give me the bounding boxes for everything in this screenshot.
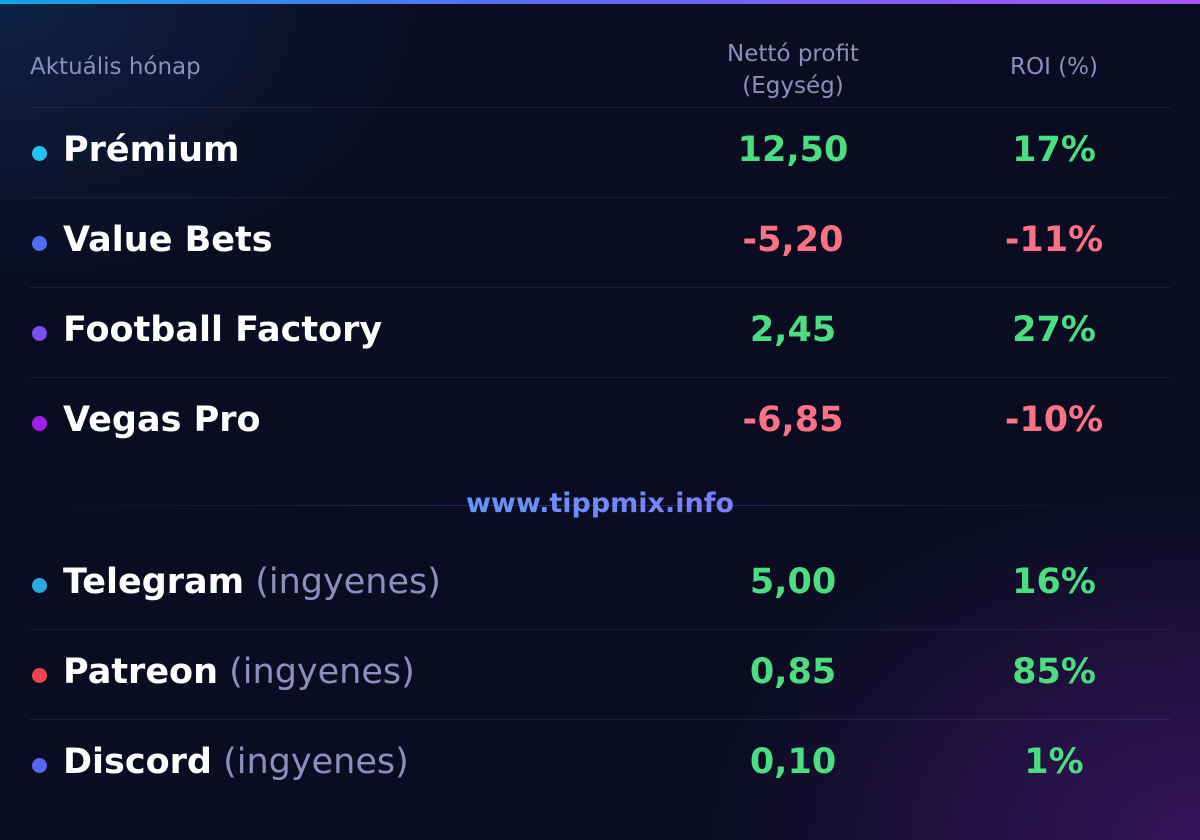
name-note: (ingyenes) — [212, 742, 409, 782]
profit-value: 2,45 — [749, 310, 837, 350]
profit-value: 5,00 — [749, 562, 837, 602]
roi-value: 17% — [1012, 130, 1096, 170]
name-text: Vegas Pro — [63, 400, 261, 440]
header-label: ROI (%) — [1010, 54, 1098, 80]
row-name: Vegas Pro — [63, 400, 261, 440]
roi-value: 16% — [1012, 562, 1096, 602]
top-bar — [0, 0, 1200, 4]
name-text: Football Factory — [63, 310, 383, 350]
name-text: Prémium — [63, 130, 240, 170]
watermark-line — [40, 505, 1160, 506]
roi-value: 27% — [1012, 310, 1096, 350]
name-text: Value Bets — [63, 220, 273, 260]
roi-value: 1% — [1024, 742, 1084, 782]
divider — [30, 197, 1170, 198]
roi-value: -11% — [1004, 220, 1104, 260]
row-name: Discord (ingyenes) — [63, 742, 409, 782]
profit-value: 0,85 — [749, 652, 837, 692]
status-dot — [32, 146, 47, 161]
profit-value: -6,85 — [742, 400, 844, 440]
status-dot — [32, 236, 47, 251]
divider — [30, 377, 1170, 378]
header-label: Aktuális hónap — [30, 54, 201, 80]
divider — [30, 629, 1170, 630]
row-name: Value Bets — [63, 220, 273, 260]
row-name: Patreon (ingyenes) — [63, 652, 415, 692]
status-dot — [32, 578, 47, 593]
divider — [30, 719, 1170, 720]
profit-value: -5,20 — [742, 220, 844, 260]
status-dot — [32, 668, 47, 683]
name-text: Telegram — [63, 562, 245, 602]
roi-value: -10% — [1004, 400, 1104, 440]
row-name: Prémium — [63, 130, 240, 170]
roi-value: 85% — [1012, 652, 1096, 692]
name-text: Patreon — [63, 652, 219, 692]
status-dot — [32, 326, 47, 341]
profit-value: 0,10 — [749, 742, 837, 782]
header-label: Nettó profit (Egység) — [727, 41, 859, 99]
name-text: Discord — [63, 742, 212, 782]
name-note: (ingyenes) — [218, 652, 415, 692]
row-name: Telegram (ingyenes) — [63, 562, 441, 602]
divider — [30, 107, 1170, 108]
name-note: (ingyenes) — [244, 562, 441, 602]
divider — [30, 287, 1170, 288]
row-name: Football Factory — [63, 310, 382, 350]
status-dot — [32, 416, 47, 431]
profit-value: 12,50 — [737, 130, 849, 170]
status-dot — [32, 758, 47, 773]
watermark: www.tippmix.info — [0, 488, 1200, 519]
